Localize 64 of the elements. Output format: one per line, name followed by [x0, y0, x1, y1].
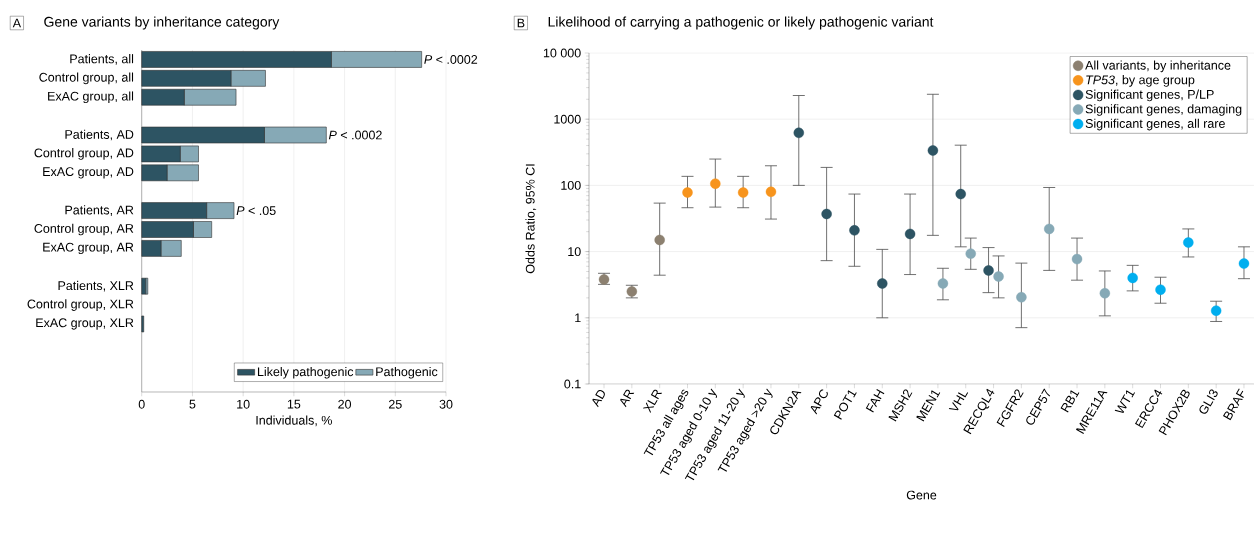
y-tick-label: ExAC group, all — [48, 91, 134, 104]
y-tick-label: ExAC group, AR — [43, 242, 134, 255]
chart-title: Gene variants by inheritance category — [44, 16, 280, 30]
bar — [141, 315, 145, 333]
point — [1016, 291, 1027, 303]
x-tick-label: 30 — [439, 399, 453, 409]
x-tick-label: 20 — [338, 399, 352, 409]
point — [710, 178, 721, 189]
y-tick-label: Control group, all — [39, 72, 134, 85]
point — [793, 127, 804, 139]
x-tick-label: AD — [592, 389, 605, 408]
annotation: P < .05 — [236, 206, 276, 216]
y-axis-title: Odds Ratio, 95% CI — [525, 164, 537, 274]
y-tick-label: Control group, AR — [34, 223, 134, 236]
annotation: P < .0002 — [424, 55, 478, 64]
y-tick-label: 0.1 — [564, 379, 581, 389]
point — [1155, 284, 1166, 295]
x-axis-title: Individuals, % — [256, 415, 332, 427]
y-tick-label: 100 — [561, 180, 581, 190]
point — [904, 228, 916, 240]
x-tick-label: 10 — [237, 399, 250, 409]
y-tick-label: ExAC group, XLR — [36, 318, 134, 330]
legend-label: Likely pathogenic — [257, 366, 354, 379]
y-tick-label: Control group, AD — [34, 148, 134, 160]
x-tick-label: 5 — [189, 399, 196, 409]
y-tick-label: ExAC group, AD — [43, 167, 134, 179]
point — [821, 208, 832, 220]
y-tick-label: Patients, AR — [65, 205, 134, 216]
text: A — [12, 18, 22, 28]
legend-label: Significant genes, damaging — [1085, 104, 1242, 116]
legend-label: All variants, by inheritance — [1085, 60, 1231, 73]
x-tick-label: 15 — [287, 399, 301, 409]
text: B — [517, 18, 525, 28]
legend-label: Significant genes, P/LP — [1085, 89, 1214, 102]
y-tick-label: 10 000 — [543, 48, 581, 58]
legend-label: Pathogenic — [376, 366, 438, 379]
point — [1210, 305, 1222, 316]
point — [682, 187, 693, 198]
y-tick-label: 1 — [575, 313, 581, 323]
point — [1183, 237, 1194, 248]
annotation: P < .0002 — [328, 130, 382, 140]
y-tick-label: 10 — [568, 247, 581, 257]
legend-label: TP53, by age group — [1086, 75, 1195, 87]
point — [654, 234, 665, 246]
y-tick-label: Control group, XLR — [27, 299, 134, 311]
point — [737, 187, 749, 198]
bar — [141, 277, 147, 295]
point — [877, 278, 888, 289]
point — [1071, 253, 1083, 265]
point — [1044, 223, 1055, 235]
x-tick-label: 0 — [138, 399, 145, 409]
x-axis-title: Gene — [906, 490, 937, 500]
y-tick-label: Patients, all — [70, 54, 134, 65]
x-tick-label: AR — [620, 389, 635, 408]
x-tick-label: 25 — [388, 399, 402, 409]
chart-title: Likelihood of carrying a pathogenic or likely pathogenic variant — [548, 16, 934, 30]
point — [849, 225, 860, 236]
legend-label: Significant genes, all rare — [1085, 118, 1225, 131]
point — [1099, 288, 1111, 299]
point — [1127, 272, 1138, 284]
point — [765, 186, 777, 198]
y-tick-label: Patients, AD — [65, 129, 134, 141]
y-tick-label: 1000 — [554, 114, 581, 124]
y-tick-label: Patients, XLR — [58, 280, 134, 292]
